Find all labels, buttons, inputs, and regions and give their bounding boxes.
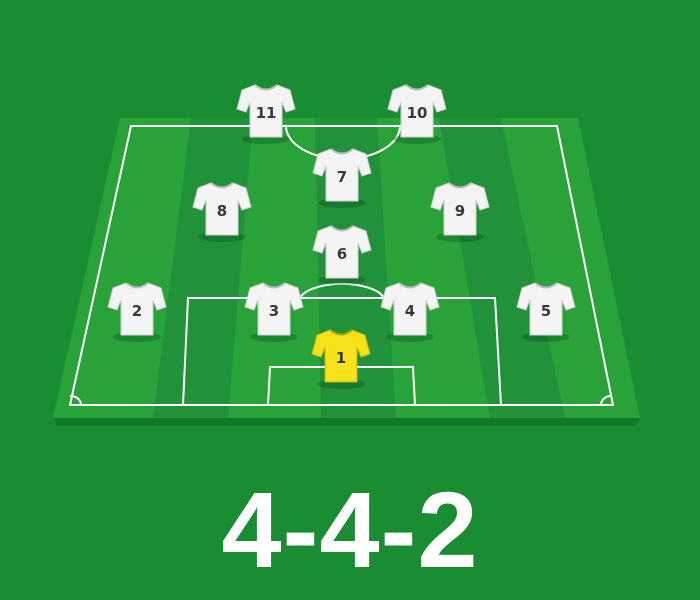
players: 1 2 3 4 5 6 7 8 9 10 11 [107, 84, 576, 389]
jersey-number: 4 [405, 302, 415, 320]
jersey-number: 8 [217, 202, 227, 220]
player-8: 8 [192, 182, 252, 242]
penalty-arc [299, 282, 385, 299]
jersey-number: 6 [337, 245, 347, 263]
jersey-collar [254, 84, 278, 91]
jersey-number: 2 [132, 302, 142, 320]
jersey-collar [262, 282, 286, 289]
player-11: 11 [236, 84, 296, 144]
player-10: 10 [387, 84, 447, 144]
jersey-collar [330, 225, 354, 232]
jersey-number: 7 [337, 168, 347, 186]
pitch-side-edge [53, 418, 640, 426]
jersey-collar [534, 282, 558, 289]
player-3: 3 [244, 282, 304, 342]
player-5: 5 [516, 282, 576, 342]
corner-arc-right [599, 394, 613, 406]
jersey-collar [125, 282, 149, 289]
player-7: 7 [312, 148, 372, 208]
jersey-collar [210, 182, 234, 189]
jersey-collar [405, 84, 429, 91]
jersey-number: 10 [407, 104, 428, 122]
jersey-collar [329, 329, 353, 336]
jersey-number: 11 [256, 104, 277, 122]
jersey-number: 1 [336, 349, 346, 367]
jersey-number: 3 [269, 302, 279, 320]
jersey-collar [448, 182, 472, 189]
player-6: 6 [312, 225, 372, 285]
corner-arc-left [69, 394, 83, 406]
player-9: 9 [430, 182, 490, 242]
jersey-number: 5 [541, 302, 551, 320]
player-2: 2 [107, 282, 167, 342]
jersey-collar [330, 148, 354, 155]
pitch-lines [68, 125, 615, 406]
penalty-box [182, 297, 502, 406]
player-1: 1 [311, 329, 371, 389]
jersey-collar [398, 282, 422, 289]
formation-label: 4-4-2 [221, 469, 479, 590]
player-4: 4 [380, 282, 440, 342]
jersey-number: 9 [455, 202, 465, 220]
